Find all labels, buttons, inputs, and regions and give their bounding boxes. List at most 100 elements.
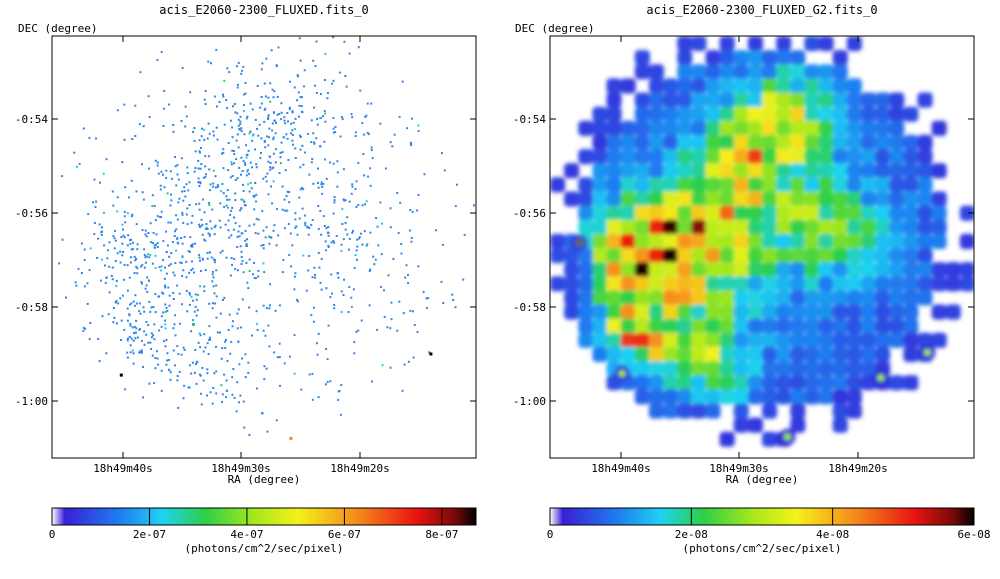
event-pixel bbox=[242, 103, 245, 106]
event-pixel bbox=[273, 224, 276, 227]
event-pixel bbox=[320, 233, 323, 236]
flux-cell bbox=[804, 134, 820, 150]
event-pixel bbox=[255, 310, 258, 313]
event-pixel bbox=[82, 326, 85, 329]
flux-cell bbox=[860, 318, 876, 334]
event-pixel bbox=[402, 312, 405, 315]
event-pixel bbox=[75, 284, 78, 287]
event-pixel bbox=[251, 139, 254, 142]
event-pixel bbox=[227, 329, 230, 331]
event-pixel bbox=[248, 224, 251, 227]
flux-cell bbox=[832, 191, 848, 207]
flux-cell bbox=[790, 332, 806, 348]
flux-cell bbox=[846, 106, 862, 122]
event-pixel bbox=[121, 254, 124, 257]
event-pixel bbox=[333, 196, 336, 198]
event-pixel bbox=[193, 271, 195, 274]
event-pixel bbox=[133, 332, 136, 334]
flux-cell bbox=[747, 120, 763, 136]
event-pixel bbox=[403, 363, 406, 366]
flux-cell bbox=[776, 134, 792, 150]
event-pixel bbox=[307, 269, 310, 272]
event-pixel bbox=[188, 250, 191, 253]
event-pixel bbox=[289, 106, 291, 109]
event-pixel bbox=[203, 238, 206, 241]
flux-cell bbox=[606, 120, 622, 136]
colorbar-raw[interactable] bbox=[51, 507, 477, 526]
event-pixel bbox=[203, 285, 206, 288]
event-pixel bbox=[93, 233, 96, 236]
event-pixel bbox=[178, 370, 181, 373]
flux-cell bbox=[733, 120, 749, 136]
event-pixel bbox=[298, 104, 301, 107]
event-pixel bbox=[358, 236, 361, 239]
event-pixel bbox=[159, 216, 161, 219]
event-pixel bbox=[371, 380, 373, 383]
flux-cell bbox=[578, 332, 594, 348]
event-pixel bbox=[315, 40, 318, 43]
event-pixel bbox=[154, 367, 157, 370]
flux-cell bbox=[705, 262, 721, 278]
flux-cell bbox=[606, 346, 622, 362]
image-raw[interactable] bbox=[58, 36, 475, 440]
flux-cell bbox=[564, 290, 580, 306]
flux-cell bbox=[903, 276, 919, 292]
event-pixel bbox=[267, 116, 270, 119]
plot-frame bbox=[51, 35, 477, 459]
flux-cell bbox=[733, 389, 749, 405]
event-pixel bbox=[239, 120, 242, 123]
event-pixel bbox=[107, 313, 110, 316]
flux-cell bbox=[832, 389, 848, 405]
flux-cell bbox=[719, 50, 735, 66]
flux-cell bbox=[691, 191, 707, 207]
colorbar-smoothed[interactable] bbox=[549, 507, 975, 526]
flux-cell bbox=[804, 248, 820, 264]
flux-cell bbox=[677, 219, 693, 235]
flux-cell bbox=[719, 120, 735, 136]
event-pixel bbox=[181, 255, 184, 258]
flux-cell bbox=[719, 248, 735, 264]
event-pixel bbox=[248, 270, 251, 272]
event-pixel bbox=[188, 204, 191, 206]
flux-cell bbox=[620, 191, 636, 207]
flux-cell bbox=[860, 290, 876, 306]
event-pixel bbox=[268, 242, 271, 245]
event-pixel bbox=[180, 237, 183, 239]
event-pixel bbox=[198, 202, 201, 205]
event-pixel bbox=[355, 330, 358, 333]
event-pixel bbox=[208, 132, 211, 135]
event-pixel bbox=[172, 130, 175, 133]
event-pixel bbox=[206, 368, 209, 371]
event-pixel bbox=[136, 336, 139, 339]
event-pixel bbox=[273, 90, 276, 93]
event-pixel bbox=[454, 306, 457, 309]
event-pixel bbox=[192, 319, 195, 322]
event-pixel bbox=[406, 127, 408, 130]
event-pixel bbox=[234, 111, 237, 114]
flux-cell bbox=[747, 177, 763, 193]
flux-cell bbox=[747, 92, 763, 108]
flux-cell bbox=[634, 375, 650, 391]
event-pixel bbox=[141, 282, 143, 285]
event-pixel bbox=[204, 90, 207, 92]
flux-cell bbox=[705, 276, 721, 292]
event-pixel bbox=[353, 341, 356, 344]
flux-cell bbox=[804, 163, 820, 179]
flux-cell bbox=[832, 50, 848, 66]
event-pixel bbox=[172, 291, 175, 294]
event-pixel bbox=[215, 269, 218, 272]
event-pixel bbox=[324, 158, 327, 161]
image-smoothed[interactable] bbox=[550, 36, 975, 447]
event-pixel bbox=[195, 298, 198, 301]
flux-cell bbox=[663, 191, 679, 207]
event-pixel bbox=[265, 367, 268, 370]
event-pixel bbox=[149, 341, 152, 344]
flux-cell bbox=[691, 262, 707, 278]
flux-cell bbox=[804, 304, 820, 320]
event-pixel bbox=[323, 225, 326, 227]
event-pixel bbox=[249, 130, 252, 133]
event-pixel bbox=[207, 352, 210, 355]
event-pixel bbox=[296, 300, 299, 303]
flux-cell bbox=[592, 177, 608, 193]
event-pixel bbox=[222, 95, 225, 98]
